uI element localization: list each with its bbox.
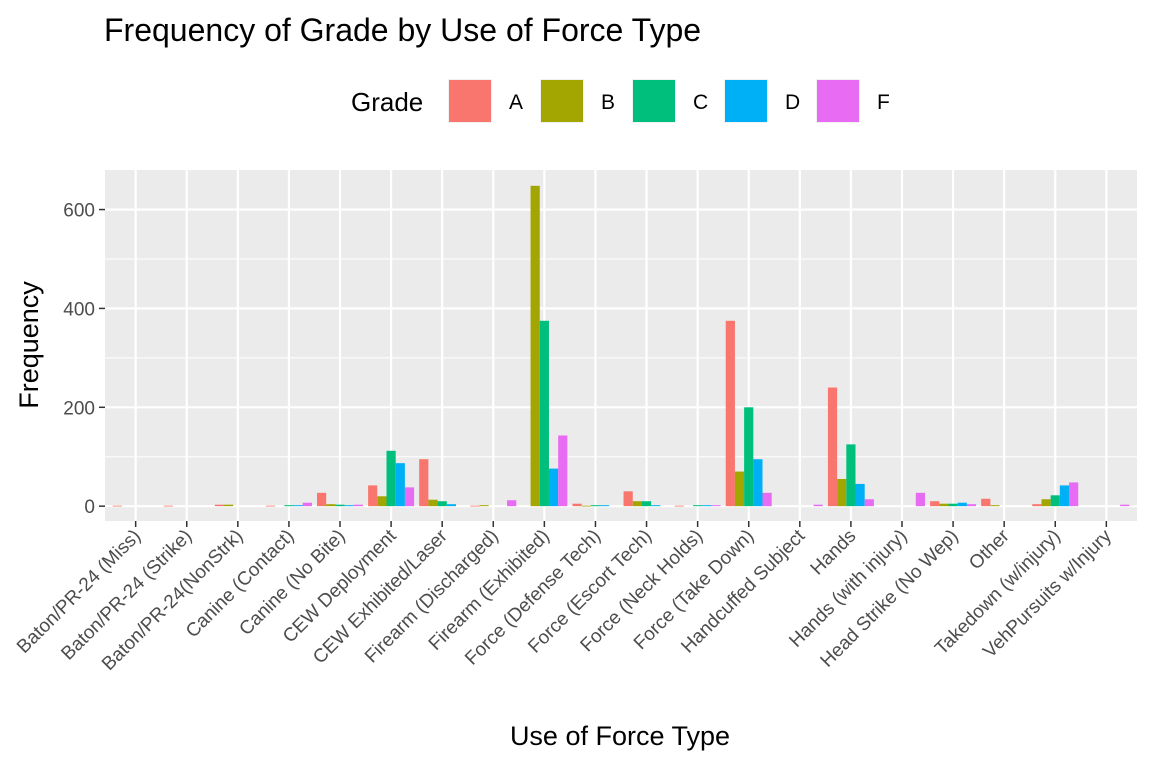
bar-F — [864, 499, 874, 507]
bar-A — [981, 498, 991, 507]
bars-layer — [112, 185, 1130, 507]
bar-A — [674, 505, 684, 507]
bar-D — [344, 505, 354, 507]
legend-swatch-F — [817, 80, 859, 122]
bar-F — [762, 492, 772, 507]
legend-label-B: B — [601, 91, 615, 114]
bar-C — [284, 505, 294, 507]
y-tick-label: 0 — [84, 497, 95, 518]
bar-F — [813, 504, 823, 507]
bar-A — [930, 501, 940, 507]
bar-A — [470, 505, 480, 507]
legend-swatch-D — [725, 80, 767, 122]
bar-A — [827, 387, 838, 507]
bar-A — [623, 491, 633, 507]
bar-A — [163, 505, 173, 507]
bar-D — [446, 504, 456, 507]
bar-C — [744, 407, 754, 507]
bar-C — [386, 450, 396, 507]
legend-label-F: F — [877, 91, 890, 114]
bar-D — [702, 505, 712, 507]
bar-F — [915, 492, 925, 507]
bar-A — [368, 485, 378, 507]
bar-F — [966, 504, 977, 507]
bar-C — [948, 503, 958, 507]
bar-A — [1032, 504, 1042, 507]
bar-D — [855, 483, 865, 507]
y-tick-label: 600 — [63, 201, 95, 222]
bar-A — [214, 504, 225, 507]
legend-swatch-C — [633, 80, 675, 122]
bar-D — [600, 505, 610, 507]
bar-F — [711, 505, 721, 507]
bar-D — [1059, 485, 1070, 507]
bar-B — [377, 496, 387, 507]
bar-A — [317, 492, 327, 507]
bar-D — [957, 502, 967, 507]
x-axis-title: Use of Force Type — [510, 721, 730, 751]
bar-C — [539, 320, 549, 507]
bar-B — [990, 505, 1000, 507]
bar-A — [419, 459, 429, 507]
bar-F — [302, 502, 312, 507]
legend-label-A: A — [509, 91, 523, 114]
bar-B — [530, 185, 540, 507]
bar-B — [837, 478, 847, 507]
bar-F — [404, 487, 415, 507]
y-tick-label: 400 — [63, 299, 95, 320]
bar-B — [326, 504, 336, 507]
bar-D — [293, 505, 303, 507]
legend-label-C: C — [693, 91, 708, 114]
x-tick-label: Other — [965, 525, 1014, 574]
bar-F — [1120, 504, 1130, 507]
bar-B — [479, 505, 489, 507]
bar-C — [641, 501, 652, 507]
bar-D — [395, 463, 405, 507]
y-tick-label: 200 — [63, 398, 95, 419]
bar-F — [507, 500, 517, 507]
bar-D — [753, 459, 763, 507]
bar-F — [353, 504, 363, 507]
bar-B — [734, 471, 745, 507]
bar-B — [581, 505, 591, 507]
bar-C — [1050, 495, 1060, 507]
x-axis: Baton/PR-24 (Miss)Baton/PR-24 (Strike)Ba… — [13, 521, 1116, 675]
bar-C — [335, 504, 345, 507]
bar-C — [846, 444, 856, 507]
legend-swatch-B — [541, 80, 583, 122]
bar-F — [558, 435, 568, 507]
bar-A — [112, 505, 122, 507]
legend: Grade A B C D F — [351, 79, 890, 123]
panel-background — [105, 170, 1137, 521]
bar-A — [265, 505, 276, 507]
bar-F — [1069, 482, 1079, 507]
bar-B — [428, 499, 438, 507]
bar-A — [725, 320, 735, 507]
bar-B — [224, 504, 234, 507]
legend-label-D: D — [785, 91, 800, 114]
bar-B — [939, 503, 949, 507]
legend-swatch-A — [449, 80, 491, 122]
bar-B — [1041, 499, 1051, 507]
plot-panel — [105, 170, 1137, 521]
bar-D — [548, 468, 559, 507]
bar-D — [651, 505, 661, 507]
bar-B — [632, 501, 642, 507]
bar-A — [572, 503, 582, 507]
y-axis: 0 200 400 600 — [63, 201, 105, 518]
chart-title: Frequency of Grade by Use of Force Type — [104, 12, 701, 48]
bar-C — [693, 505, 703, 507]
y-axis-title: Frequency — [14, 281, 44, 409]
bar-C — [437, 501, 447, 507]
legend-title: Grade — [351, 87, 423, 117]
bar-C — [590, 505, 601, 507]
